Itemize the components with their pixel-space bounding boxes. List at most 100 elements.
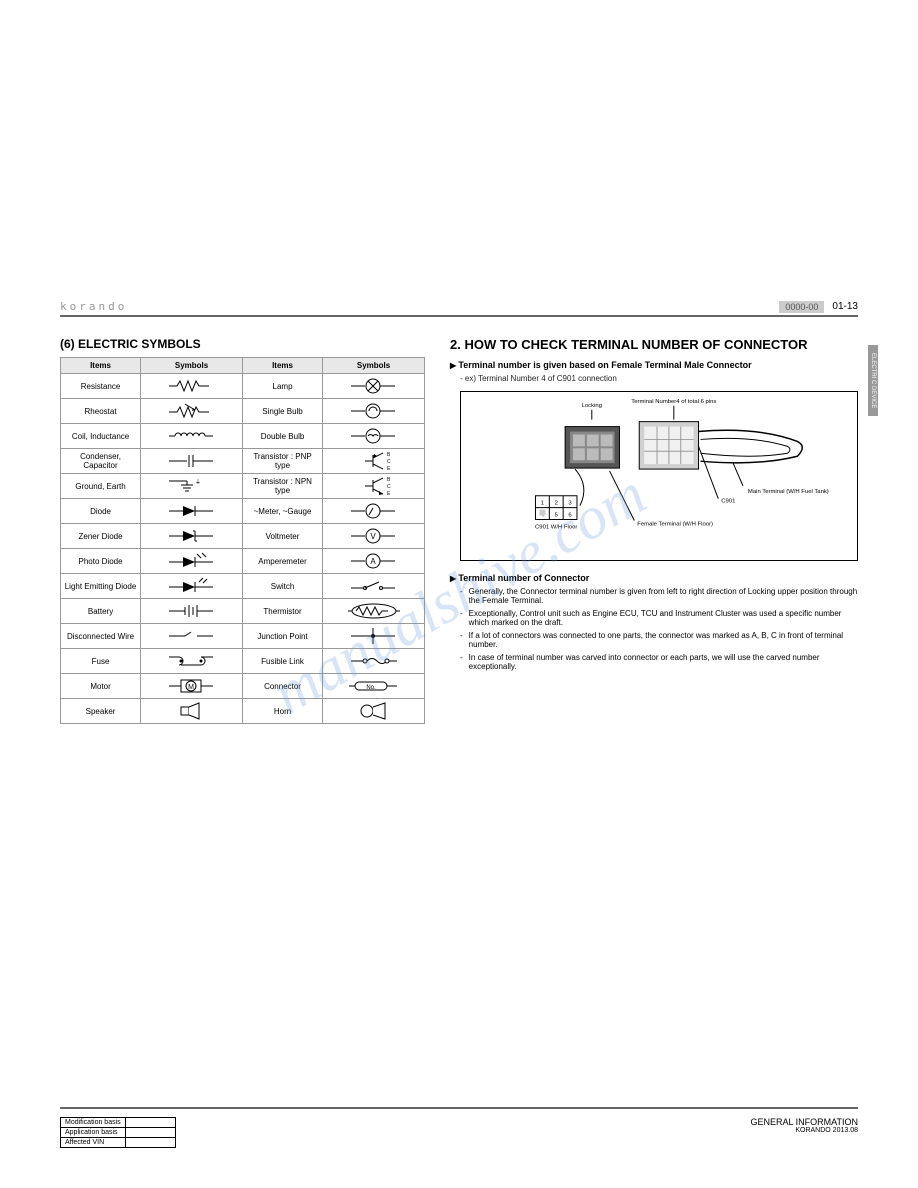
item-label: Resistance — [61, 374, 141, 399]
left-column: (6) ELECTRIC SYMBOLS ItemsSymbolsItemsSy… — [60, 337, 425, 724]
svg-text:B: B — [387, 452, 391, 458]
svg-text:⏚: ⏚ — [195, 479, 201, 486]
svg-text:C901 W/H Floor: C901 W/H Floor — [535, 524, 577, 530]
symbol-cell — [141, 549, 243, 574]
symbol-cell: No. — [323, 674, 425, 699]
bullet-item: Exceptionally, Control unit such as Engi… — [460, 609, 858, 627]
item-label: Coil, Inductance — [61, 424, 141, 449]
symbol-cell — [323, 599, 425, 624]
symbol-cell: V — [323, 524, 425, 549]
symbol-cell: A — [323, 549, 425, 574]
symbol-cell — [323, 424, 425, 449]
svg-text:E: E — [387, 466, 391, 471]
symbol-cell: ⏚ — [141, 474, 243, 499]
footer-label: Modification basis — [61, 1118, 126, 1128]
symbol-cell — [141, 574, 243, 599]
item-label: Photo Diode — [61, 549, 141, 574]
symbol-cell — [141, 399, 243, 424]
footer-label: Affected VIN — [61, 1138, 126, 1148]
symbol-cell — [141, 524, 243, 549]
svg-text:1: 1 — [541, 501, 544, 507]
svg-text:V: V — [370, 532, 376, 541]
svg-text:Female Terminal (W/H Floor): Female Terminal (W/H Floor) — [637, 521, 713, 527]
item-label: Battery — [61, 599, 141, 624]
right-column: 2. HOW TO CHECK TERMINAL NUMBER OF CONNE… — [450, 337, 858, 724]
svg-text:B: B — [387, 477, 391, 483]
svg-text:A: A — [370, 557, 376, 566]
item-label: Speaker — [61, 699, 141, 724]
sub1: Terminal number is given based on Female… — [450, 360, 858, 370]
brand-text: korando — [60, 300, 127, 313]
item-label: Condenser, Capacitor — [61, 449, 141, 474]
svg-text:C: C — [387, 459, 391, 465]
svg-text:M: M — [188, 684, 194, 691]
page-header: korando 0000-00 01-13 — [60, 300, 858, 317]
item-label: Lamp — [242, 374, 322, 399]
section-code: 0000-00 — [779, 301, 824, 313]
item-label: Switch — [242, 574, 322, 599]
example-note: ex) Terminal Number 4 of C901 connection — [460, 374, 858, 383]
symbol-cell — [323, 499, 425, 524]
symbol-cell — [141, 449, 243, 474]
table-header: Items — [61, 358, 141, 374]
item-label: Motor — [61, 674, 141, 699]
symbol-cell — [323, 649, 425, 674]
item-label: Zener Diode — [61, 524, 141, 549]
item-label: Diode — [61, 499, 141, 524]
bullet-list: Generally, the Connector terminal number… — [460, 587, 858, 671]
symbol-cell — [323, 399, 425, 424]
bullet-item: If a lot of connectors was connected to … — [460, 631, 858, 649]
item-label: Disconnected Wire — [61, 624, 141, 649]
side-tab: ELECTRI C DEVICE — [868, 345, 878, 416]
item-label: Voltmeter — [242, 524, 322, 549]
bullet-item: In case of terminal number was carved in… — [460, 653, 858, 671]
item-label: ~Meter, ~Gauge — [242, 499, 322, 524]
svg-text:2: 2 — [555, 501, 558, 507]
table-header: Symbols — [323, 358, 425, 374]
svg-text:C: C — [387, 484, 391, 490]
item-label: Ground, Earth — [61, 474, 141, 499]
sub2: Terminal number of Connector — [450, 573, 858, 583]
item-label: Horn — [242, 699, 322, 724]
symbol-cell — [323, 699, 425, 724]
symbol-cell — [323, 574, 425, 599]
page-info: 0000-00 01-13 — [779, 301, 858, 313]
symbol-cell — [141, 374, 243, 399]
item-label: Rheostat — [61, 399, 141, 424]
symbol-cell: BCE — [323, 449, 425, 474]
symbol-cell: M — [141, 674, 243, 699]
item-label: Fuse — [61, 649, 141, 674]
svg-text:Main Terminal (W/H Fuel Tank): Main Terminal (W/H Fuel Tank) — [748, 489, 829, 495]
item-label: Double Bulb — [242, 424, 322, 449]
item-label: Junction Point — [242, 624, 322, 649]
symbol-cell — [141, 499, 243, 524]
item-label: Amperemeter — [242, 549, 322, 574]
bullet-item: Generally, the Connector terminal number… — [460, 587, 858, 605]
footer-right: GENERAL INFORMATION KORANDO 2013.08 — [750, 1117, 858, 1148]
item-label: Thermistor — [242, 599, 322, 624]
right-title: 2. HOW TO CHECK TERMINAL NUMBER OF CONNE… — [450, 337, 858, 352]
svg-text:No.: No. — [366, 685, 376, 691]
table-header: Items — [242, 358, 322, 374]
item-label: Single Bulb — [242, 399, 322, 424]
symbol-cell — [323, 624, 425, 649]
svg-text:E: E — [387, 491, 391, 496]
symbol-cell — [323, 374, 425, 399]
page-footer: Modification basisApplication basisAffec… — [60, 1107, 858, 1148]
symbol-cell — [141, 424, 243, 449]
svg-text:C901: C901 — [721, 499, 735, 505]
symbol-cell — [141, 624, 243, 649]
symbols-title: (6) ELECTRIC SYMBOLS — [60, 337, 425, 351]
footer-label: Application basis — [61, 1128, 126, 1138]
page-number: 01-13 — [832, 301, 858, 312]
item-label: Connector — [242, 674, 322, 699]
symbols-table: ItemsSymbolsItemsSymbols ResistanceLampR… — [60, 357, 425, 724]
item-label: Fusible Link — [242, 649, 322, 674]
item-label: Transistor : PNP type — [242, 449, 322, 474]
connector-diagram: 1 2 3 4 5 6 C901 W/H Floor Locking Termi… — [460, 391, 858, 561]
footer-table: Modification basisApplication basisAffec… — [60, 1117, 176, 1148]
table-header: Symbols — [141, 358, 243, 374]
symbol-cell — [141, 699, 243, 724]
symbol-cell — [141, 649, 243, 674]
symbol-cell: BCE — [323, 474, 425, 499]
